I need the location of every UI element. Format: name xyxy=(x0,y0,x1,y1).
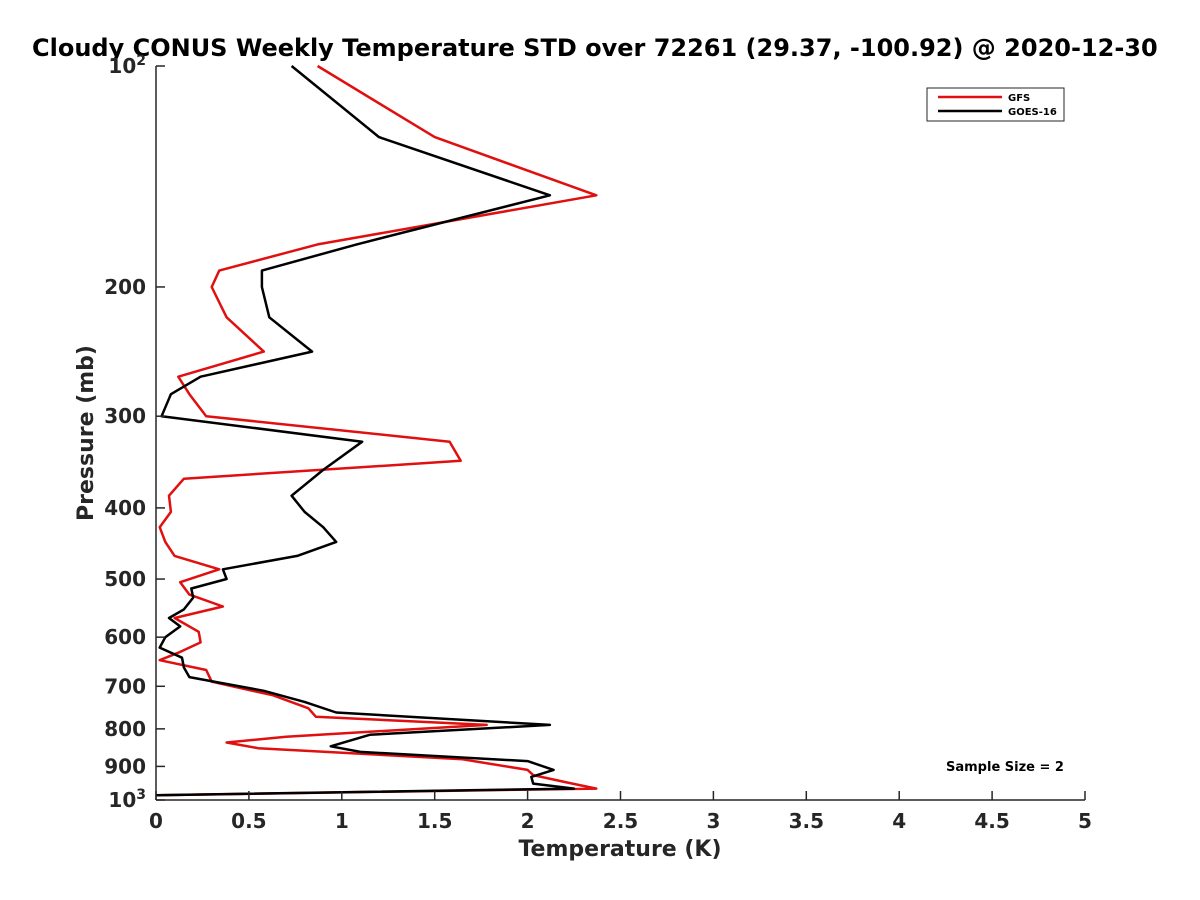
y-tick-label: 103 xyxy=(108,787,146,812)
legend-box xyxy=(926,87,1065,122)
y-ticks: 102 200 300 400 500 600 700 800 900 103 xyxy=(104,53,165,812)
plot-area: 0 0.5 1 1.5 2 2.5 3 3.5 4 4.5 5 102 200 300 400 500 600… xyxy=(104,53,1092,833)
x-ticks: 0 0.5 1 1.5 2 2.5 3 3.5 4 4.5 5 xyxy=(149,791,1092,833)
y-tick-label: 900 xyxy=(104,754,146,778)
series-line-gfs xyxy=(155,64,598,797)
x-tick-label: 2.5 xyxy=(603,809,638,833)
x-tick-label: 4.5 xyxy=(974,809,1009,833)
x-tick-label: 0.5 xyxy=(231,809,266,833)
y-tick-label: 300 xyxy=(104,404,146,428)
x-tick-label: 2 xyxy=(521,809,535,833)
series-line-goes16 xyxy=(155,65,576,797)
x-tick-label: 5 xyxy=(1078,809,1092,833)
y-tick-label: 500 xyxy=(104,567,146,591)
chart-title: Cloudy CONUS Weekly Temperature STD over… xyxy=(32,34,1158,62)
y-tick-label: 200 xyxy=(104,275,146,299)
y-tick-label: 700 xyxy=(104,674,146,698)
x-axis-label: Temperature (K) xyxy=(518,837,721,862)
y-tick-label: 600 xyxy=(104,625,146,649)
x-tick-label: 3.5 xyxy=(789,809,824,833)
x-tick-label: 4 xyxy=(892,809,906,833)
y-tick-label: 400 xyxy=(104,496,146,520)
x-tick-label: 3 xyxy=(706,809,720,833)
y-tick-label: 800 xyxy=(104,717,146,741)
x-tick-label: 1.5 xyxy=(417,809,452,833)
y-tick-label: 102 xyxy=(108,53,146,78)
sample-size-annotation: Sample Size = 2 xyxy=(946,760,1064,775)
series-layer xyxy=(155,64,598,797)
x-tick-label: 1 xyxy=(335,809,349,833)
y-axis-label: Pressure (mb) xyxy=(74,345,99,521)
legend-label-goes16: GOES-16 xyxy=(1008,107,1057,118)
x-tick-label: 0 xyxy=(149,809,163,833)
legend: GFS GOES-16 xyxy=(926,87,1065,122)
legend-label-gfs: GFS xyxy=(1008,93,1030,104)
